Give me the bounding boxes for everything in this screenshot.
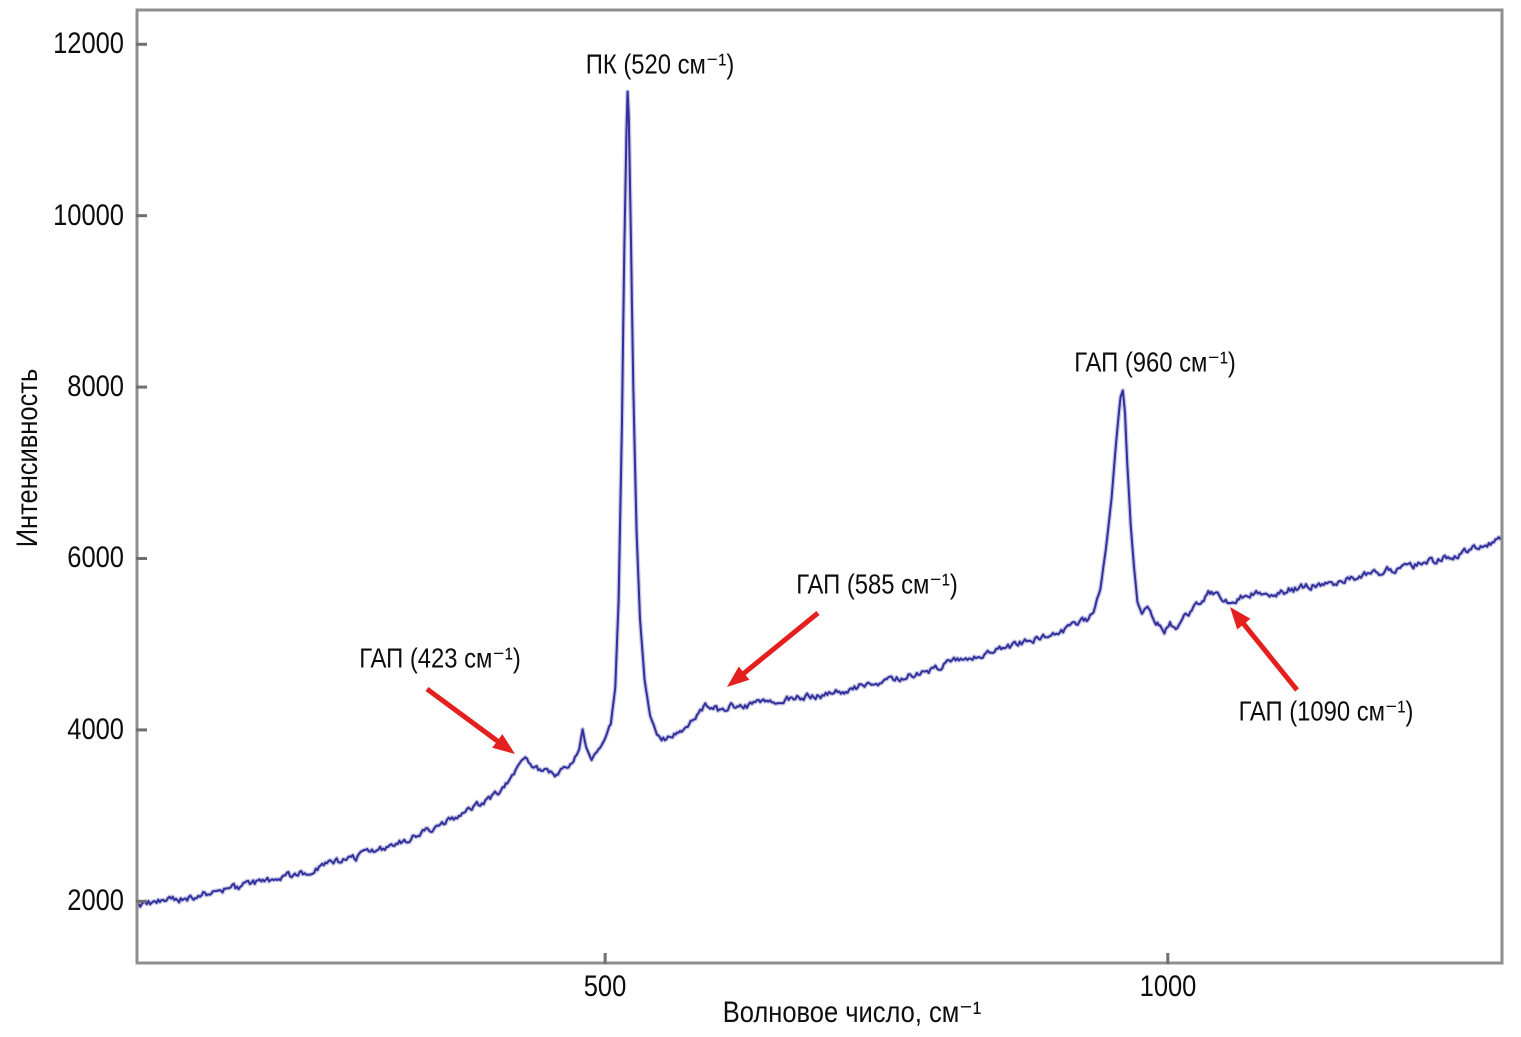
y-tick-label-8000: 8000 xyxy=(57,370,124,404)
x-axis-title-text: Волновое число, см⁻¹ xyxy=(722,996,982,1029)
peak-annotation-1090: ГАП (1090 см⁻¹) xyxy=(1223,695,1429,728)
x-axis-title: Волновое число, см⁻¹ xyxy=(700,995,1004,1030)
y-tick-label-10000-text: 10000 xyxy=(53,198,124,232)
y-tick-label-4000: 4000 xyxy=(57,713,124,747)
x-tick-label-500: 500 xyxy=(580,970,630,1004)
y-tick-label-12000-text: 12000 xyxy=(53,27,124,61)
peak-annotation-520: ПК (520 см⁻¹) xyxy=(573,48,748,81)
peak-annotation-1090-text: ГАП (1090 см⁻¹) xyxy=(1238,695,1414,727)
spectrum-line xyxy=(137,90,1502,908)
plot-border xyxy=(135,8,1504,965)
peak-annotation-520-text: ПК (520 см⁻¹) xyxy=(585,48,735,80)
y-tick-label-6000-text: 6000 xyxy=(67,541,124,575)
annotation-arrow-423 xyxy=(425,686,515,754)
peak-annotation-960: ГАП (960 см⁻¹) xyxy=(1060,346,1250,379)
x-tick-label-1000: 1000 xyxy=(1134,970,1201,1004)
x-tick-label-1000-text: 1000 xyxy=(1139,970,1197,1003)
x-tick-label-500-text: 500 xyxy=(583,970,627,1003)
y-axis-title: Интенсивность xyxy=(11,353,45,563)
arrow-head-icon xyxy=(1230,607,1251,630)
y-tick-label-4000-text: 4000 xyxy=(67,712,124,746)
y-tick-label-12000: 12000 xyxy=(41,27,124,61)
arrow-shaft xyxy=(1239,619,1299,692)
spectrum-line-halo xyxy=(137,89,1502,909)
peak-annotation-423-text: ГАП (423 см⁻¹) xyxy=(359,642,521,674)
annotation-arrow-1090 xyxy=(1230,607,1299,692)
y-tick-label-10000: 10000 xyxy=(41,199,124,233)
y-axis-title-text: Интенсивность xyxy=(11,368,44,548)
peak-annotation-585-text: ГАП (585 см⁻¹) xyxy=(796,568,958,600)
peak-annotation-960-text: ГАП (960 см⁻¹) xyxy=(1074,346,1236,378)
annotation-arrow-585 xyxy=(727,611,820,687)
peak-annotation-585: ГАП (585 см⁻¹) xyxy=(782,568,972,601)
y-tick-label-2000-text: 2000 xyxy=(67,884,124,918)
y-tick-label-2000: 2000 xyxy=(57,884,124,918)
y-tick-label-8000-text: 8000 xyxy=(67,370,124,404)
y-tick-label-6000: 6000 xyxy=(57,541,124,575)
arrow-head-icon xyxy=(492,734,515,754)
arrow-head-icon xyxy=(727,666,750,687)
peak-annotation-423: ГАП (423 см⁻¹) xyxy=(345,642,535,675)
arrow-shaft xyxy=(425,686,503,746)
arrow-shaft xyxy=(739,611,820,678)
spectrum-trace-group xyxy=(137,89,1502,909)
